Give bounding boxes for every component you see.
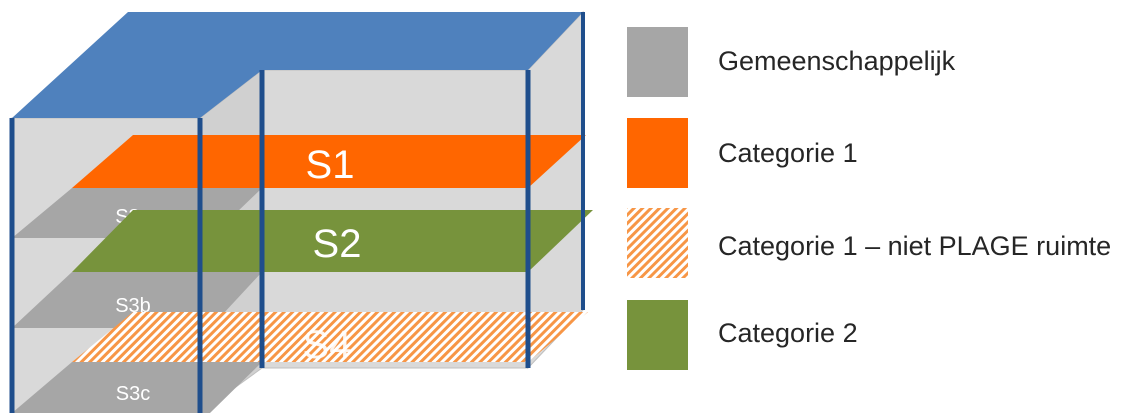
legend-label-categorie-1-niet-plage: Categorie 1 – niet PLAGE ruimte bbox=[718, 231, 1111, 261]
legend-swatch-gemeenschappelijk bbox=[627, 27, 688, 97]
legend-label-categorie-2: Categorie 2 bbox=[718, 318, 858, 348]
legend-label-categorie-1: Categorie 1 bbox=[718, 138, 858, 168]
slab-s3b-label: S3b bbox=[115, 295, 151, 317]
legend-swatch-categorie-1-niet-plage bbox=[627, 208, 688, 278]
slab-s1-label: S1 bbox=[306, 143, 355, 187]
legend-label-gemeenschappelijk: Gemeenschappelijk bbox=[718, 46, 956, 76]
legend-swatch-categorie-1 bbox=[627, 118, 688, 188]
legend-swatch-categorie-2 bbox=[627, 300, 688, 370]
roof bbox=[12, 12, 583, 118]
slab-s3c-label: S3c bbox=[116, 383, 150, 405]
slab-s2-label: S2 bbox=[313, 222, 362, 266]
slab-s4-label: S4 bbox=[303, 323, 352, 367]
legend: Gemeenschappelijk Categorie 1 Categorie … bbox=[627, 27, 1111, 370]
